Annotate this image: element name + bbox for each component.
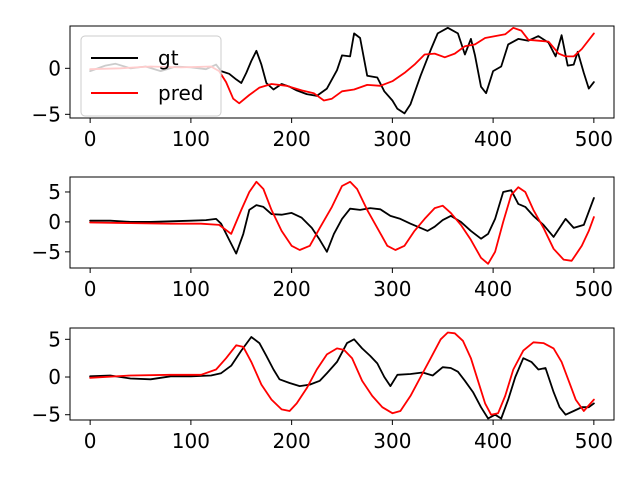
legend: gt pred (80, 35, 222, 117)
legend-label-pred: pred (158, 81, 203, 105)
x-tick-label: 100 (172, 277, 210, 301)
series-line-gt (89, 26, 595, 115)
x-tick-label: 300 (373, 429, 411, 453)
y-tick-label: 0 (48, 210, 61, 234)
axes-frame (69, 327, 615, 421)
x-tick-label: 400 (474, 277, 512, 301)
series-line-gt (89, 336, 595, 420)
y-tick-label: −5 (32, 240, 61, 264)
y-tick-label: −5 (32, 403, 61, 427)
x-tick-label: 300 (373, 277, 411, 301)
x-tick-label: 200 (273, 429, 311, 453)
legend-box (80, 35, 222, 117)
axes-frame (69, 25, 615, 119)
x-tick-label: 200 (273, 127, 311, 151)
legend-label-gt: gt (158, 46, 179, 70)
axes-frame (69, 176, 615, 269)
x-tick-label: 400 (474, 429, 512, 453)
x-tick-label: 200 (273, 277, 311, 301)
series-line-pred (89, 180, 595, 265)
x-tick-label: 0 (84, 277, 97, 301)
x-tick-label: 0 (84, 429, 97, 453)
x-tick-label: 500 (575, 127, 613, 151)
series-line-pred (89, 331, 595, 416)
x-tick-label: 100 (172, 127, 210, 151)
series-line-gt (89, 189, 595, 255)
x-tick-label: 300 (373, 127, 411, 151)
x-tick-label: 500 (575, 429, 613, 453)
y-tick-label: 5 (48, 327, 61, 351)
x-tick-label: 400 (474, 127, 512, 151)
x-tick-label: 500 (575, 277, 613, 301)
y-tick-label: 0 (48, 56, 61, 80)
subplot-2: 0 100 200 300 400 500 −5 0 5 (32, 176, 615, 301)
y-tick-label: 0 (48, 365, 61, 389)
subplot-3: 0 100 200 300 400 500 −5 0 5 (32, 327, 615, 453)
series-line-pred (89, 26, 595, 105)
x-tick-label: 0 (84, 127, 97, 151)
subplot-1: 0 100 200 300 400 500 −5 0 gt pred (32, 25, 615, 151)
x-tick-label: 100 (172, 429, 210, 453)
y-tick-label: −5 (32, 102, 61, 126)
y-tick-label: 5 (48, 180, 61, 204)
